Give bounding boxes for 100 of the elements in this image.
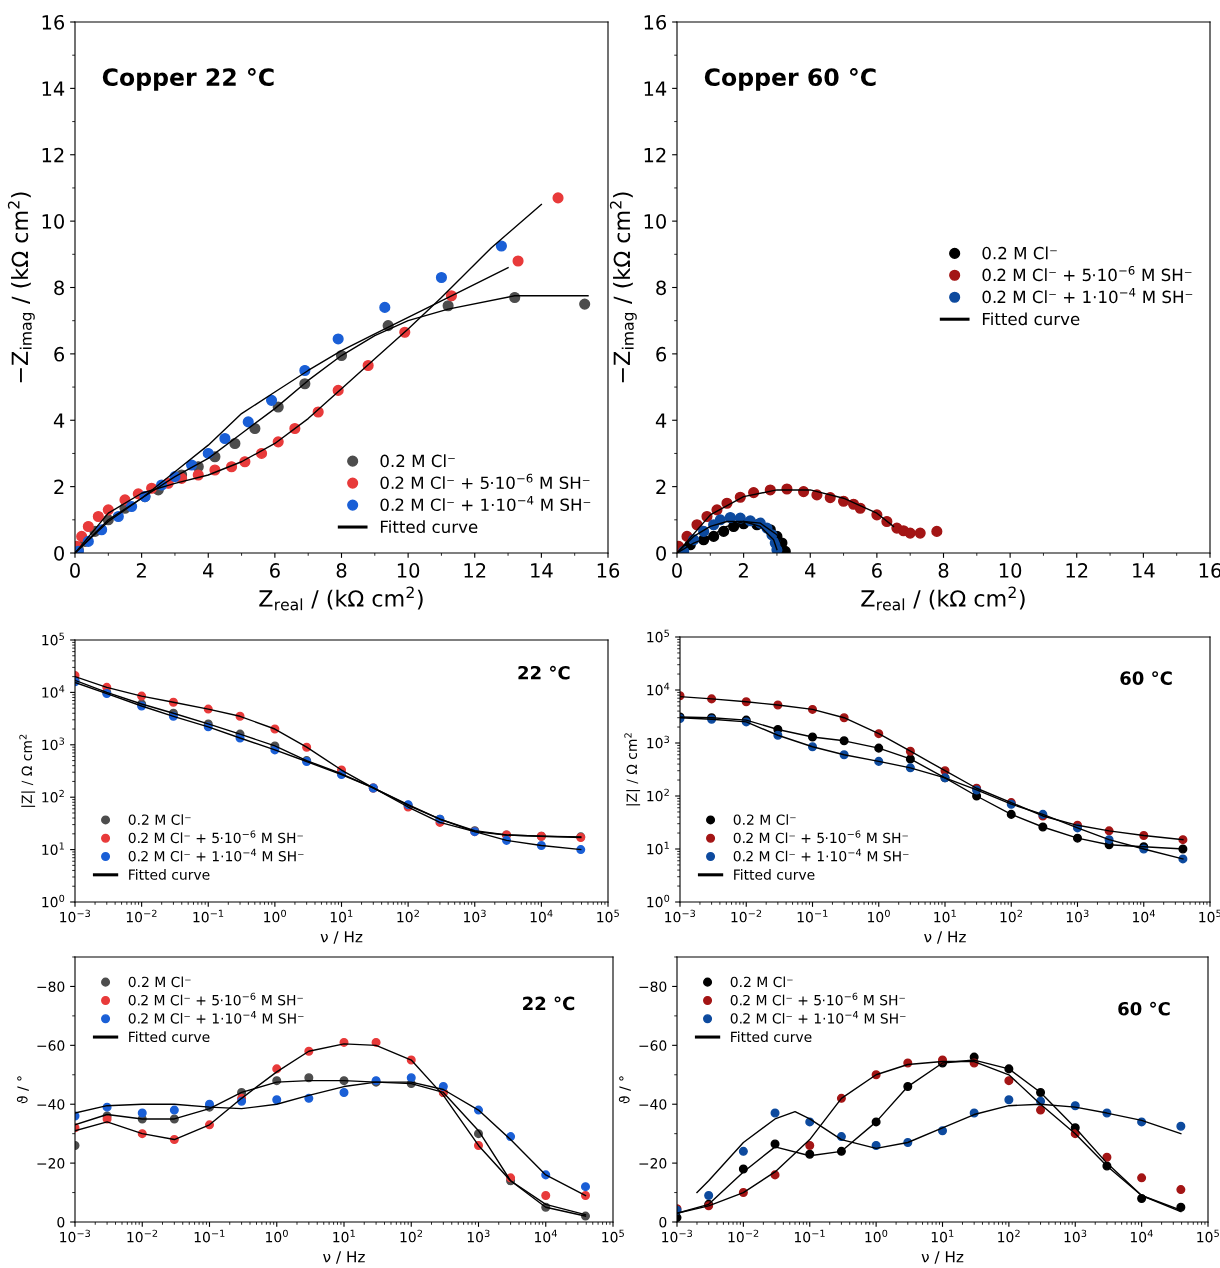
legend-label: 0.2 M Cl⁻ + 5·10$^{−6}$ M SH⁻ <box>380 473 590 490</box>
x-tick-label: 10$^{−3}$ <box>60 1229 91 1243</box>
x-tick-label: 10$^{−3}$ <box>665 909 696 923</box>
x-tick-label: 10$^{2}$ <box>400 1229 423 1243</box>
y-tick-label: −80 <box>37 981 65 992</box>
x-axis-title: ν / Hz <box>323 1251 365 1264</box>
x-tick-label: 8 <box>336 563 347 578</box>
y-tick-label: −40 <box>639 1099 667 1110</box>
y-tick-label: 10 <box>42 214 64 229</box>
legend-label: 0.2 M Cl⁻ + 1·10$^{−4}$ M SH⁻ <box>982 288 1193 304</box>
legend-label: 0.2 M Cl⁻ <box>380 454 455 468</box>
y-tick-label: 10$^{0}$ <box>42 894 65 908</box>
text: 22 °C <box>518 665 570 680</box>
legend-label: Fitted curve <box>734 869 815 880</box>
legend-label: 0.2 M Cl⁻ <box>128 814 191 825</box>
y-tick-label: 12 <box>42 147 64 163</box>
y-tick-label: 10 <box>644 214 666 229</box>
x-tick-label: 10$^{4}$ <box>535 1229 557 1243</box>
x-tick-label: 10$^{−2}$ <box>126 909 157 923</box>
y-tick-label: 10$^{2}$ <box>647 788 669 802</box>
y-tick-label: 8 <box>656 280 666 296</box>
x-tick-label: 2 <box>738 563 748 578</box>
x-tick-label: 16 <box>597 563 620 578</box>
x-tick-label: 10$^{0}$ <box>865 1229 888 1243</box>
x-tick-label: 10$^{1}$ <box>333 1229 355 1243</box>
y-tick-label: −60 <box>37 1040 65 1051</box>
x-tick-label: 10$^{−1}$ <box>797 909 828 923</box>
x-tick-label: 10$^{3}$ <box>464 909 486 923</box>
legend-label: 0.2 M Cl⁻ + 5·10$^{−6}$ M SH⁻ <box>733 830 908 844</box>
y-tick-label: 10$^{3}$ <box>42 737 65 751</box>
legend-label: 0.2 M Cl⁻ + 1·10$^{−4}$ M SH⁻ <box>128 1011 304 1024</box>
x-tick-label: 10$^{−3}$ <box>60 909 91 923</box>
y-axis-title: −Z$_{imag}$ / (kΩ cm$^{2}$) <box>609 192 637 383</box>
y-tick-label: 10$^{4}$ <box>42 685 65 698</box>
x-tick-label: 0 <box>672 563 682 578</box>
x-tick-label: 10$^{3}$ <box>1066 909 1089 923</box>
y-tick-label: −20 <box>37 1158 65 1169</box>
y-tick-label: −60 <box>639 1040 667 1051</box>
x-tick-label: 6 <box>872 563 882 578</box>
x-tick-label: 10$^{0}$ <box>264 909 286 923</box>
x-tick-label: 10$^{−1}$ <box>194 1229 225 1243</box>
x-tick-label: 10$^{−1}$ <box>193 909 224 923</box>
x-tick-label: 10$^{5}$ <box>602 1229 624 1243</box>
y-axis-title: ϑ / ° <box>618 1076 631 1104</box>
y-tick-label: 6 <box>54 346 65 362</box>
x-axis-title: ν / Hz <box>924 931 966 944</box>
y-tick-label: 10$^{1}$ <box>42 842 64 855</box>
x-tick-label: 0 <box>70 563 80 578</box>
legend-label: 0.2 M Cl⁻ + 1·10$^{−4}$ M SH⁻ <box>128 848 304 862</box>
y-tick-label: 4 <box>655 413 667 428</box>
legend-label: 0.2 M Cl⁻ <box>733 814 796 825</box>
x-tick-label: 10$^{−2}$ <box>728 1229 759 1243</box>
legend-label: Fitted curve <box>982 312 1080 326</box>
legend-label: 0.2 M Cl⁻ <box>982 246 1057 260</box>
x-tick-label: 10 <box>397 563 420 578</box>
x-tick-label: 10$^{0}$ <box>868 909 890 923</box>
x-tick-label: 4 <box>805 563 816 578</box>
x-tick-label: 10$^{5}$ <box>597 909 619 923</box>
x-tick-label: 10$^{−2}$ <box>127 1229 158 1243</box>
legend-label: 0.2 M Cl⁻ + 5·10$^{−6}$ M SH⁻ <box>128 992 303 1006</box>
y-tick-label: −80 <box>639 981 667 992</box>
x-axis-title: Z$_{real}$ / (kΩ cm$^{2}$) <box>259 586 423 611</box>
y-tick-label: 10$^{4}$ <box>647 682 670 696</box>
legend-label: 0.2 M Cl⁻ <box>128 976 191 988</box>
y-tick-label: 10$^{5}$ <box>42 632 64 646</box>
legend-label: 0.2 M Cl⁻ + 5·10$^{−6}$ M SH⁻ <box>982 265 1192 282</box>
legend-label: 0.2 M Cl⁻ + 1·10$^{−4}$ M SH⁻ <box>380 495 591 512</box>
x-tick-label: 10$^{0}$ <box>266 1229 288 1243</box>
y-tick-label: 0 <box>57 1216 65 1228</box>
legend-label: 0.2 M Cl⁻ + 5·10$^{−6}$ M SH⁻ <box>128 830 303 844</box>
y-axis-title: −Z$_{imag}$ / (kΩ cm$^{2}$) <box>7 192 35 383</box>
legend-label: 0.2 M Cl⁻ + 5·10$^{−6}$ M SH⁻ <box>730 992 905 1006</box>
x-tick-label: 6 <box>270 563 280 578</box>
y-tick-label: 12 <box>644 147 666 163</box>
y-tick-label: 10$^{0}$ <box>647 894 670 908</box>
x-axis-title: ν / Hz <box>921 1251 964 1264</box>
x-axis-title: ν / Hz <box>320 931 363 944</box>
x-tick-label: 10$^{4}$ <box>530 909 553 923</box>
x-tick-label: 10$^{−3}$ <box>662 1229 693 1243</box>
legend-label: 0.2 M Cl⁻ <box>730 976 793 988</box>
y-axis-title: |Z| / Ω cm$^{2}$ <box>19 734 36 807</box>
y-tick-label: 4 <box>53 413 65 428</box>
x-axis-title: Z$_{real}$ / (kΩ cm$^{2}$) <box>861 586 1025 611</box>
y-tick-label: 2 <box>656 479 666 495</box>
y-tick-label: 0 <box>656 545 666 561</box>
x-tick-label: 10$^{3}$ <box>1064 1229 1087 1243</box>
y-axis-title: |Z| / Ω cm$^{2}$ <box>624 733 641 806</box>
legend-label: 0.2 M Cl⁻ + 1·10$^{−4}$ M SH⁻ <box>733 848 909 862</box>
x-tick-label: 14 <box>531 563 553 578</box>
text: 60 °C <box>1120 671 1172 685</box>
y-tick-label: −40 <box>37 1099 65 1110</box>
y-tick-label: 0 <box>659 1216 667 1228</box>
y-tick-label: 2 <box>54 479 64 495</box>
x-tick-label: 4 <box>203 563 214 578</box>
y-tick-label: 6 <box>656 346 667 362</box>
y-tick-label: 0 <box>54 545 64 561</box>
y-tick-label: 16 <box>644 14 667 30</box>
x-tick-label: 10$^{4}$ <box>1133 909 1155 923</box>
x-tick-label: 10$^{4}$ <box>1130 1229 1153 1243</box>
x-tick-label: 8 <box>938 563 949 578</box>
